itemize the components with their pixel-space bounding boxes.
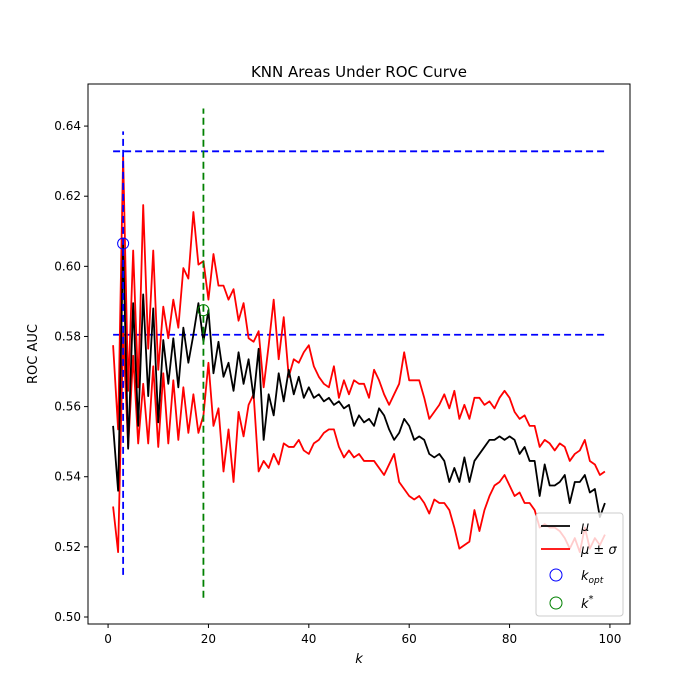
- y-tick-label: 0.62: [54, 189, 81, 203]
- legend-entry-kopt-label: kopt: [581, 569, 604, 586]
- x-tick-label: 80: [502, 632, 517, 646]
- legend-entry-band-label: μ ± σ: [580, 543, 617, 558]
- x-axis: 0 20 40 60 80 100: [104, 624, 621, 646]
- series-mean: [112, 242, 606, 518]
- y-tick-label: 0.58: [54, 329, 81, 343]
- legend: μ μ ± σ kopt k*: [535, 512, 624, 617]
- legend-entry-kstar-swatch: [549, 596, 563, 610]
- x-tick-label: 0: [104, 632, 112, 646]
- y-tick-label: 0.54: [54, 470, 81, 484]
- y-tick-label: 0.60: [54, 259, 81, 273]
- x-tick-label: 20: [201, 632, 216, 646]
- x-tick-label: 60: [402, 632, 417, 646]
- plot-area: [112, 108, 606, 598]
- legend-entry-kstar-label: k*: [581, 594, 594, 612]
- chart-title: KNN Areas Under ROC Curve: [251, 63, 467, 81]
- series-upper-band: [112, 154, 606, 476]
- legend-entry-mean-label: μ: [580, 520, 589, 535]
- kopt-marker: [117, 237, 130, 250]
- y-tick-label: 0.52: [54, 540, 81, 554]
- x-tick-label: 40: [301, 632, 316, 646]
- x-tick-label: 100: [598, 632, 621, 646]
- y-axis: 0.50 0.52 0.54 0.56 0.58 0.60 0.62 0.64: [54, 119, 88, 624]
- legend-box: [535, 512, 624, 617]
- y-axis-label: ROC AUC: [26, 324, 41, 384]
- legend-entry-kopt-swatch: [549, 568, 563, 582]
- y-tick-label: 0.64: [54, 119, 81, 133]
- x-axis-label: k: [355, 652, 363, 667]
- series-lower-band: [112, 330, 606, 554]
- y-tick-label: 0.56: [54, 400, 81, 414]
- y-tick-label: 0.50: [54, 610, 81, 624]
- plot-frame: [87, 83, 631, 625]
- kstar-marker: [197, 304, 210, 317]
